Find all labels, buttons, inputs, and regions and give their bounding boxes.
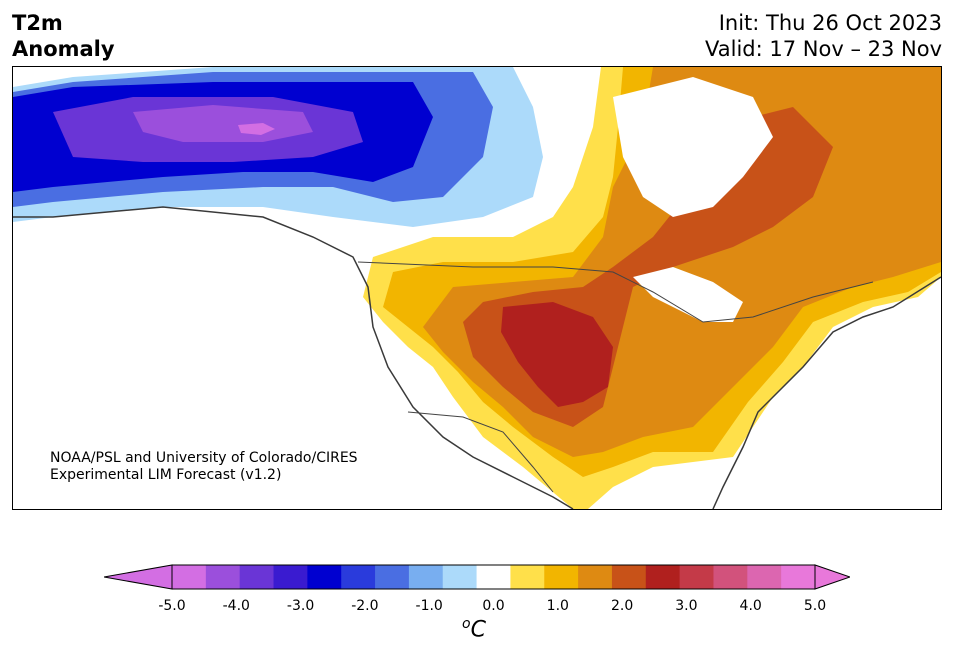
colorbar-tick-label: 3.0 (675, 598, 698, 614)
colorbar-over-arrow (814, 564, 850, 590)
variable-title-line1: T2m (12, 11, 63, 35)
colorbar-tick-label: 5.0 (803, 598, 827, 614)
colorbar-cell (172, 565, 207, 589)
credit-line2: Experimental LIM Forecast (v1.2) (50, 467, 282, 483)
colorbar-cell (273, 565, 308, 589)
valid-range: Valid: 17 Nov – 23 Nov (705, 37, 942, 61)
colorbar-under-arrow (104, 564, 173, 590)
credit-text: NOAA/PSL and University of Colorado/CIRE… (50, 450, 358, 484)
colorbar-cells (172, 565, 816, 589)
colorbar-cell (408, 565, 444, 589)
colorbar-tick-label: 1.0 (546, 598, 569, 614)
colorbar-cell (205, 565, 241, 589)
colorbar-cell (578, 565, 613, 589)
colorbar-cell (375, 565, 410, 589)
colorbar-cell (239, 565, 275, 589)
colorbar-cell (476, 565, 511, 589)
variable-title: T2m Anomaly (12, 10, 115, 62)
colorbar-tick-label: 0.0 (482, 598, 505, 614)
pacific-coastline (13, 206, 574, 509)
unit-degree: o (462, 616, 471, 632)
variable-title-line2: Anomaly (12, 37, 115, 61)
credit-line1: NOAA/PSL and University of Colorado/CIRE… (50, 450, 358, 466)
anomaly-map: NOAA/PSL and University of Colorado/CIRE… (12, 66, 942, 510)
colorbar-tick-label: -1.0 (415, 598, 443, 614)
colorbar-cell (611, 565, 647, 589)
date-title: Init: Thu 26 Oct 2023 Valid: 17 Nov – 23… (705, 10, 942, 62)
colorbar-tick-label: 4.0 (739, 598, 762, 614)
colorbar-cell (679, 565, 714, 589)
unit-symbol: C (470, 617, 486, 643)
us-canada-border (357, 261, 874, 323)
colorbar-tick-label: -3.0 (286, 598, 315, 614)
colorbar-cell (747, 565, 782, 589)
us-mexico-border (407, 411, 554, 493)
colorbar-tick-label: 2.0 (610, 598, 634, 614)
colorbar-cell (307, 565, 342, 589)
hudson-bay (613, 77, 773, 217)
colorbar-cell (442, 565, 478, 589)
colorbar-tick-label: -5.0 (158, 598, 186, 614)
cold-zone-purple (133, 105, 313, 142)
colorbar (104, 564, 850, 590)
colorbar-unit: oC (462, 616, 486, 642)
colorbar-cell (544, 565, 579, 589)
colorbar-cell (341, 565, 376, 589)
map-svg (13, 67, 941, 509)
colorbar-cell (510, 565, 545, 589)
warm-zone-red (501, 302, 613, 407)
colorbar-tick-label: -2.0 (351, 598, 379, 614)
great-lakes (633, 267, 743, 322)
colorbar-tick-label: -4.0 (222, 598, 250, 614)
colorbar-cell (645, 565, 681, 589)
colorbar-ticks: -5.0 -4.0 -3.0 -2.0 -1.0 0.0 1.0 2.0 3.0 4.0 5.0 (0, 598, 953, 618)
colorbar-cell (781, 565, 816, 589)
colorbar-cell (713, 565, 748, 589)
colorbar-outline (171, 564, 816, 590)
init-date: Init: Thu 26 Oct 2023 (718, 11, 942, 35)
cold-zone-magenta (238, 123, 275, 135)
atlantic-coastline (712, 276, 941, 509)
